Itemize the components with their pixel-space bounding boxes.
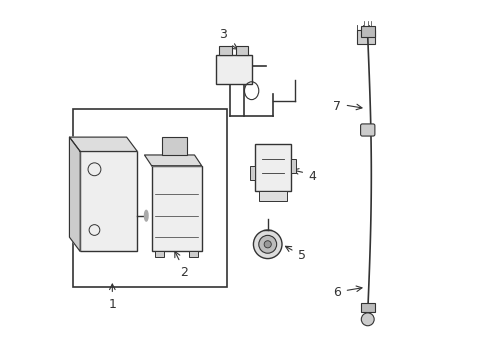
Bar [151,166,201,251]
Bar [360,26,374,37]
FancyBboxPatch shape [360,124,374,136]
Bar [80,152,137,251]
Text: 1: 1 [108,298,116,311]
Bar [356,30,374,44]
Text: 2: 2 [180,266,187,279]
Bar [235,46,247,55]
Circle shape [264,241,271,248]
Polygon shape [144,155,201,166]
Circle shape [361,313,373,326]
Text: 6: 6 [332,286,340,299]
Bar [258,191,287,202]
Text: 5: 5 [298,248,305,261]
Bar [290,158,296,173]
Polygon shape [69,137,80,251]
Bar [162,137,187,155]
Bar [155,251,164,257]
Circle shape [258,235,276,253]
Circle shape [253,230,282,258]
Ellipse shape [144,210,148,221]
Bar [255,144,290,191]
Text: 4: 4 [308,170,316,183]
Polygon shape [69,137,137,152]
Bar [360,303,374,312]
Bar [189,251,198,257]
Bar [73,109,226,287]
Bar [219,46,231,55]
Bar [216,55,251,84]
Bar [249,166,255,180]
Text: 7: 7 [332,100,340,113]
Text: 3: 3 [219,28,226,41]
